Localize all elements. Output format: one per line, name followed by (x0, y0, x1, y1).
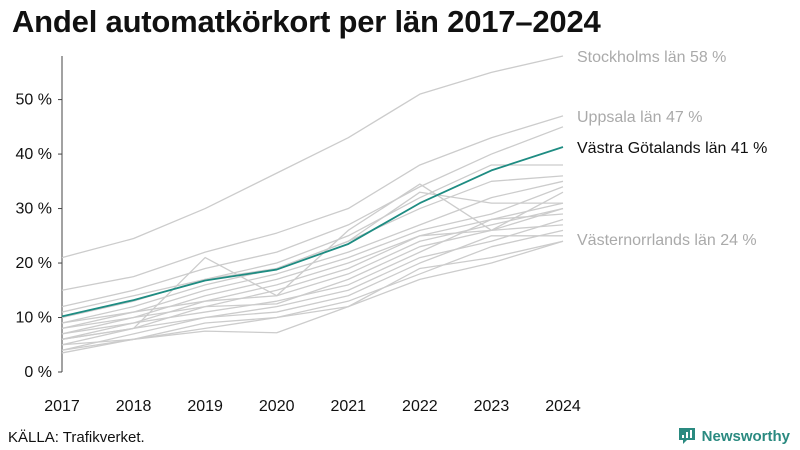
series-labels: Stockholms län 58 % Uppsala län 47 % Västr… (577, 49, 767, 249)
series-line-stockholms-l-n (61, 55, 564, 259)
x-tick-label: 2024 (545, 398, 581, 415)
series-line-15 (61, 240, 564, 354)
x-tick-label: 2018 (116, 398, 152, 415)
series-line-14 (61, 235, 563, 351)
y-tick-label: 20 % (16, 255, 52, 272)
y-tick-label: 10 % (16, 310, 52, 327)
y-tick-label: 30 % (16, 201, 52, 218)
series-line-4 (61, 126, 564, 308)
series-label: Stockholms län 58 % (577, 49, 726, 66)
series-line-17 (61, 183, 564, 340)
y-axis: 0 % 10 % 20 % 30 % 40 % 50 % (16, 56, 63, 381)
series-line-5 (61, 164, 563, 313)
series-line-19 (61, 229, 564, 351)
x-tick-label: 2021 (330, 398, 366, 415)
y-tick-label: 40 % (16, 146, 52, 163)
x-axis: 2017 2018 2019 2020 2021 2022 2023 2024 (44, 398, 581, 415)
y-tick-label: 0 % (24, 364, 52, 381)
series-label: Uppsala län 47 % (577, 109, 702, 126)
newsworthy-logo-icon (678, 428, 695, 444)
series-line-12 (61, 213, 564, 335)
series-line-13 (61, 218, 564, 340)
background-series (61, 55, 564, 354)
series-line-v-stra-g-talands-l-n (61, 146, 564, 318)
chart-title: Andel automatkörkort per län 2017–2024 (12, 4, 601, 39)
series-line-uppsala-l-n (61, 115, 564, 291)
series-line-16 (61, 191, 564, 346)
brand-name: Newsworthy (701, 427, 790, 445)
x-tick-label: 2017 (44, 398, 80, 415)
x-tick-label: 2019 (187, 398, 223, 415)
brand-logo[interactable]: Newsworthy (677, 427, 790, 445)
series-label: Västra Götalands län 41 % (577, 140, 767, 157)
source-note: KÄLLA: Trafikverket. (8, 429, 145, 446)
y-tick-label: 50 % (16, 92, 52, 109)
highlight-series (61, 146, 564, 318)
series-line-10 (61, 207, 564, 324)
series-line-9 (61, 202, 564, 340)
series-label: Västernorrlands län 24 % (577, 232, 757, 249)
series-line-8 (61, 186, 564, 335)
x-tick-label: 2022 (402, 398, 438, 415)
x-tick-label: 2023 (474, 398, 510, 415)
x-tick-label: 2020 (259, 398, 295, 415)
